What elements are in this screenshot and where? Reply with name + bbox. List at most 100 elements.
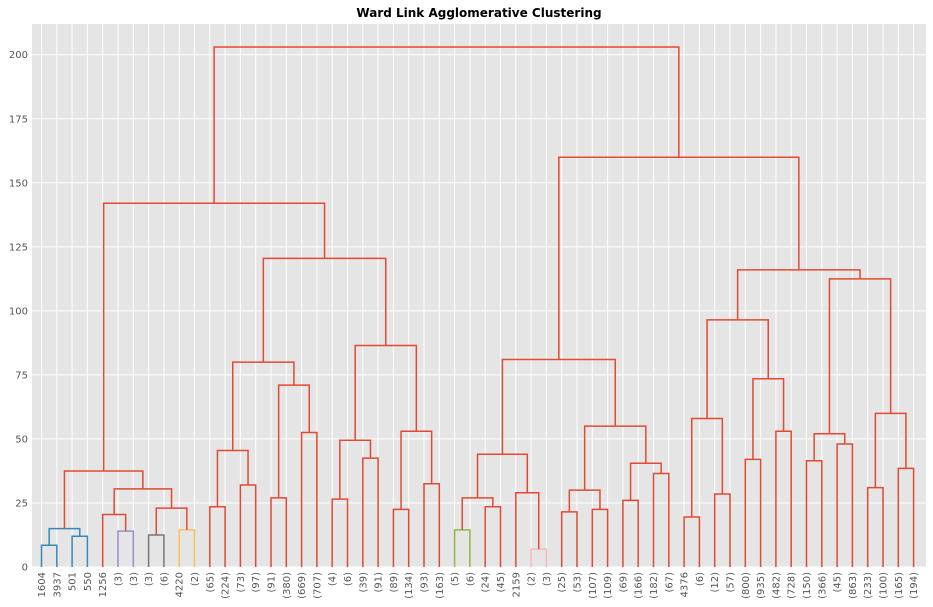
- leaf-label: (707): [312, 572, 323, 599]
- dendrogram-link: [101, 513, 127, 567]
- leaf-label: (6): [159, 572, 170, 586]
- y-axis-ticks: 0 25 50 75 100 125 150 175 200: [9, 50, 28, 573]
- leaf-label: (45): [496, 572, 507, 593]
- leaf-label: (2): [527, 572, 538, 586]
- leaf-label: (935): [756, 572, 767, 599]
- y-tick-label: 150: [9, 178, 28, 189]
- leaf-label: 4220: [175, 572, 186, 597]
- leaf-label: (24): [481, 572, 492, 593]
- leaf-label: (67): [664, 572, 675, 593]
- leaf-label: (57): [726, 572, 737, 593]
- leaf-label: (380): [282, 572, 293, 599]
- dendrogram-link: [262, 257, 387, 363]
- dendrogram-link: [744, 458, 762, 567]
- leaf-label: (3): [144, 572, 155, 586]
- dendrogram-link: [836, 443, 854, 567]
- leaf-label: (233): [863, 572, 874, 599]
- leaf-label: (800): [741, 572, 752, 599]
- dendrogram-link: [300, 431, 318, 567]
- leaf-label: (6): [343, 572, 354, 586]
- leaf-label: (93): [420, 572, 431, 593]
- leaf-label: (3): [114, 572, 125, 586]
- dendrogram-link: [362, 457, 379, 567]
- dendrogram-link: [209, 506, 226, 567]
- leaf-label: (3): [542, 572, 553, 586]
- leaf-label: (150): [802, 572, 813, 599]
- leaf-label: 550: [83, 572, 94, 591]
- dendrogram-link: [515, 491, 540, 567]
- leaf-label: (366): [817, 572, 828, 599]
- leaf-label: (5): [450, 572, 461, 586]
- y-tick-label: 0: [22, 563, 28, 574]
- leaf-label: (224): [221, 572, 232, 599]
- leaf-label: (107): [588, 572, 599, 599]
- leaf-label: (482): [771, 572, 782, 599]
- dendrogram-link: [453, 529, 471, 567]
- dendrogram-link: [622, 499, 639, 567]
- leaf-label: (669): [297, 572, 308, 599]
- y-tick-label: 50: [15, 434, 28, 445]
- dendrogram-link: [484, 506, 502, 567]
- leaf-label: (4): [328, 572, 339, 586]
- dendrogram-link: [706, 319, 769, 419]
- y-tick-label: 25: [15, 498, 28, 509]
- leaf-label: 501: [68, 572, 79, 591]
- leaf-label: (53): [573, 572, 584, 593]
- leaf-label: (166): [634, 572, 645, 599]
- leaf-label: 1256: [98, 572, 109, 597]
- y-tick-label: 125: [9, 242, 28, 253]
- dendrogram-link: [874, 412, 907, 488]
- leaf-label: (12): [710, 572, 721, 593]
- dendrogram-link: [40, 544, 58, 567]
- dendrogram-link: [178, 529, 196, 567]
- leaf-label: (39): [358, 572, 369, 593]
- dendrogram-link: [239, 484, 257, 567]
- leaf-label: (65): [205, 572, 216, 593]
- leaf-label: (91): [374, 572, 385, 593]
- dendrogram-link: [736, 269, 861, 320]
- leaf-label: 3937: [52, 572, 63, 597]
- dendrogram-link: [752, 377, 785, 460]
- leaf-label: (6): [465, 572, 476, 586]
- dendrogram-link: [354, 344, 418, 441]
- leaf-label: 4376: [680, 572, 691, 597]
- leaf-label: (134): [404, 572, 415, 599]
- y-tick-label: 100: [9, 306, 28, 317]
- dendrogram-link: [216, 449, 249, 507]
- leaf-label: (194): [909, 572, 920, 599]
- grid-lines: [32, 24, 926, 568]
- dendrogram-link: [558, 156, 800, 360]
- leaf-label: 2159: [511, 572, 522, 597]
- dendrogram-link: [476, 453, 529, 498]
- dendrogram-links: [40, 46, 915, 567]
- leaf-label: (69): [618, 572, 629, 593]
- leaf-label: (3): [129, 572, 140, 586]
- leaf-label: (73): [236, 572, 247, 593]
- leaf-label: (165): [894, 572, 905, 599]
- leaf-label: (728): [787, 572, 798, 599]
- leaf-label: 1604: [37, 572, 48, 597]
- leaf-label: (97): [251, 572, 262, 593]
- leaf-label: (109): [603, 572, 614, 599]
- y-tick-label: 175: [9, 114, 28, 125]
- leaf-label: (100): [879, 572, 890, 599]
- leaf-label: (25): [557, 572, 568, 593]
- leaf-label: (863): [848, 572, 859, 599]
- dendrogram-link: [629, 462, 662, 501]
- leaf-label: (163): [435, 572, 446, 599]
- leaf-label: (91): [267, 572, 278, 593]
- leaf-label: (2): [190, 572, 201, 586]
- y-tick-label: 200: [9, 50, 28, 61]
- dendrogram-link: [560, 511, 578, 567]
- x-axis-leaf-labels: 1604 3937 501 550 1256 (3) (3) (3) (6) 4220 (2) (65…: [37, 572, 920, 599]
- leaf-label: (182): [649, 572, 660, 599]
- dendrogram-link: [155, 507, 188, 535]
- dendrogram-link: [652, 472, 670, 567]
- leaf-label: (6): [695, 572, 706, 586]
- leaf-label: (45): [833, 572, 844, 593]
- plot-area: [32, 24, 926, 567]
- dendrogram-link: [113, 488, 173, 515]
- dendrogram-link: [213, 46, 680, 204]
- leaf-label: (89): [389, 572, 400, 593]
